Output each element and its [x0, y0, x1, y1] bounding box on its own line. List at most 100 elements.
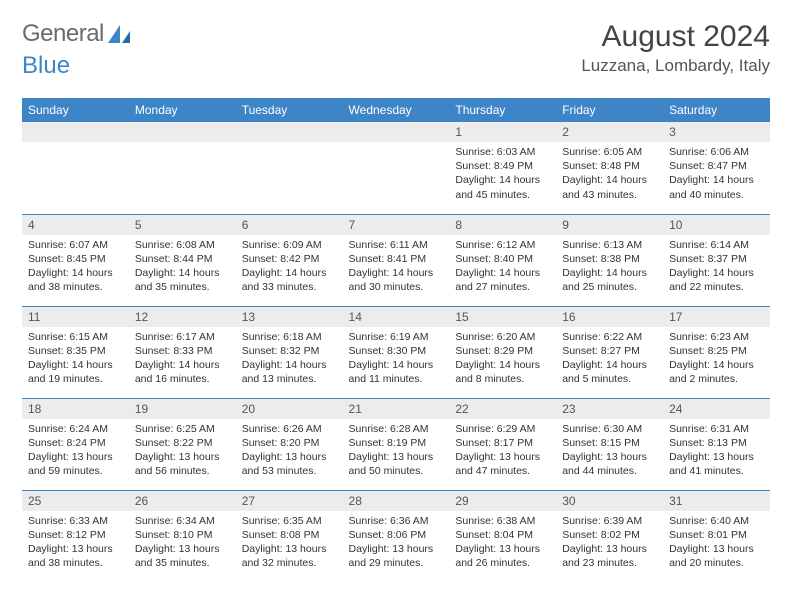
day-number: 17	[663, 307, 770, 327]
day-number: 2	[556, 122, 663, 142]
calendar-header-row: SundayMondayTuesdayWednesdayThursdayFrid…	[22, 98, 770, 122]
day-content: Sunrise: 6:23 AMSunset: 8:25 PMDaylight:…	[663, 327, 770, 391]
day-number: 24	[663, 399, 770, 419]
day-content: Sunrise: 6:31 AMSunset: 8:13 PMDaylight:…	[663, 419, 770, 483]
location-label: Luzzana, Lombardy, Italy	[581, 56, 770, 76]
calendar-page: General August 2024 Luzzana, Lombardy, I…	[0, 0, 792, 592]
day-content: Sunrise: 6:30 AMSunset: 8:15 PMDaylight:…	[556, 419, 663, 483]
day-number: 5	[129, 215, 236, 235]
calendar-day-cell: 23Sunrise: 6:30 AMSunset: 8:15 PMDayligh…	[556, 398, 663, 490]
calendar-day-cell: 18Sunrise: 6:24 AMSunset: 8:24 PMDayligh…	[22, 398, 129, 490]
day-content: Sunrise: 6:17 AMSunset: 8:33 PMDaylight:…	[129, 327, 236, 391]
day-content: Sunrise: 6:33 AMSunset: 8:12 PMDaylight:…	[22, 511, 129, 575]
day-number: 31	[663, 491, 770, 511]
day-content: Sunrise: 6:39 AMSunset: 8:02 PMDaylight:…	[556, 511, 663, 575]
day-header: Wednesday	[343, 98, 450, 122]
calendar-day-cell: 16Sunrise: 6:22 AMSunset: 8:27 PMDayligh…	[556, 306, 663, 398]
calendar-day-cell: 21Sunrise: 6:28 AMSunset: 8:19 PMDayligh…	[343, 398, 450, 490]
logo-text-1: General	[22, 20, 104, 48]
calendar-day-cell: 11Sunrise: 6:15 AMSunset: 8:35 PMDayligh…	[22, 306, 129, 398]
day-content: Sunrise: 6:11 AMSunset: 8:41 PMDaylight:…	[343, 235, 450, 299]
calendar-day-cell: 8Sunrise: 6:12 AMSunset: 8:40 PMDaylight…	[449, 214, 556, 306]
calendar-day-cell: 28Sunrise: 6:36 AMSunset: 8:06 PMDayligh…	[343, 490, 450, 582]
day-number: 25	[22, 491, 129, 511]
calendar-day-cell: 30Sunrise: 6:39 AMSunset: 8:02 PMDayligh…	[556, 490, 663, 582]
day-content: Sunrise: 6:05 AMSunset: 8:48 PMDaylight:…	[556, 142, 663, 206]
day-content: Sunrise: 6:20 AMSunset: 8:29 PMDaylight:…	[449, 327, 556, 391]
calendar-day-cell: 6Sunrise: 6:09 AMSunset: 8:42 PMDaylight…	[236, 214, 343, 306]
calendar-week-row: 1Sunrise: 6:03 AMSunset: 8:49 PMDaylight…	[22, 122, 770, 214]
logo-sail-icon	[106, 23, 132, 45]
day-number: 6	[236, 215, 343, 235]
calendar-week-row: 25Sunrise: 6:33 AMSunset: 8:12 PMDayligh…	[22, 490, 770, 582]
day-number: 20	[236, 399, 343, 419]
day-header: Monday	[129, 98, 236, 122]
day-content: Sunrise: 6:29 AMSunset: 8:17 PMDaylight:…	[449, 419, 556, 483]
day-content: Sunrise: 6:15 AMSunset: 8:35 PMDaylight:…	[22, 327, 129, 391]
calendar-day-cell	[22, 122, 129, 214]
calendar-day-cell: 24Sunrise: 6:31 AMSunset: 8:13 PMDayligh…	[663, 398, 770, 490]
day-content: Sunrise: 6:14 AMSunset: 8:37 PMDaylight:…	[663, 235, 770, 299]
calendar-day-cell: 5Sunrise: 6:08 AMSunset: 8:44 PMDaylight…	[129, 214, 236, 306]
calendar-day-cell: 13Sunrise: 6:18 AMSunset: 8:32 PMDayligh…	[236, 306, 343, 398]
calendar-day-cell: 26Sunrise: 6:34 AMSunset: 8:10 PMDayligh…	[129, 490, 236, 582]
calendar-table: SundayMondayTuesdayWednesdayThursdayFrid…	[22, 98, 770, 582]
day-header: Sunday	[22, 98, 129, 122]
calendar-day-cell: 29Sunrise: 6:38 AMSunset: 8:04 PMDayligh…	[449, 490, 556, 582]
day-content: Sunrise: 6:09 AMSunset: 8:42 PMDaylight:…	[236, 235, 343, 299]
calendar-day-cell: 19Sunrise: 6:25 AMSunset: 8:22 PMDayligh…	[129, 398, 236, 490]
calendar-day-cell: 31Sunrise: 6:40 AMSunset: 8:01 PMDayligh…	[663, 490, 770, 582]
day-number: 21	[343, 399, 450, 419]
day-number: 16	[556, 307, 663, 327]
calendar-day-cell: 2Sunrise: 6:05 AMSunset: 8:48 PMDaylight…	[556, 122, 663, 214]
day-number-empty	[22, 122, 129, 142]
day-number: 28	[343, 491, 450, 511]
day-header: Thursday	[449, 98, 556, 122]
day-number: 27	[236, 491, 343, 511]
day-content: Sunrise: 6:40 AMSunset: 8:01 PMDaylight:…	[663, 511, 770, 575]
day-number: 12	[129, 307, 236, 327]
day-content: Sunrise: 6:06 AMSunset: 8:47 PMDaylight:…	[663, 142, 770, 206]
calendar-day-cell: 9Sunrise: 6:13 AMSunset: 8:38 PMDaylight…	[556, 214, 663, 306]
calendar-week-row: 11Sunrise: 6:15 AMSunset: 8:35 PMDayligh…	[22, 306, 770, 398]
day-number: 26	[129, 491, 236, 511]
day-number: 4	[22, 215, 129, 235]
day-content: Sunrise: 6:12 AMSunset: 8:40 PMDaylight:…	[449, 235, 556, 299]
day-number: 30	[556, 491, 663, 511]
day-number: 18	[22, 399, 129, 419]
day-number: 14	[343, 307, 450, 327]
day-number-empty	[236, 122, 343, 142]
day-header: Tuesday	[236, 98, 343, 122]
day-number: 8	[449, 215, 556, 235]
calendar-day-cell: 12Sunrise: 6:17 AMSunset: 8:33 PMDayligh…	[129, 306, 236, 398]
day-content: Sunrise: 6:28 AMSunset: 8:19 PMDaylight:…	[343, 419, 450, 483]
calendar-day-cell: 7Sunrise: 6:11 AMSunset: 8:41 PMDaylight…	[343, 214, 450, 306]
day-header: Saturday	[663, 98, 770, 122]
calendar-body: 1Sunrise: 6:03 AMSunset: 8:49 PMDaylight…	[22, 122, 770, 582]
calendar-day-cell: 25Sunrise: 6:33 AMSunset: 8:12 PMDayligh…	[22, 490, 129, 582]
day-content: Sunrise: 6:35 AMSunset: 8:08 PMDaylight:…	[236, 511, 343, 575]
month-title: August 2024	[581, 20, 770, 54]
day-content: Sunrise: 6:18 AMSunset: 8:32 PMDaylight:…	[236, 327, 343, 391]
day-content: Sunrise: 6:22 AMSunset: 8:27 PMDaylight:…	[556, 327, 663, 391]
day-number: 15	[449, 307, 556, 327]
day-number: 7	[343, 215, 450, 235]
day-number: 22	[449, 399, 556, 419]
day-number: 29	[449, 491, 556, 511]
day-number: 3	[663, 122, 770, 142]
title-block: August 2024 Luzzana, Lombardy, Italy	[581, 20, 770, 76]
calendar-day-cell: 14Sunrise: 6:19 AMSunset: 8:30 PMDayligh…	[343, 306, 450, 398]
day-number: 10	[663, 215, 770, 235]
calendar-week-row: 18Sunrise: 6:24 AMSunset: 8:24 PMDayligh…	[22, 398, 770, 490]
day-content: Sunrise: 6:07 AMSunset: 8:45 PMDaylight:…	[22, 235, 129, 299]
day-number: 23	[556, 399, 663, 419]
calendar-day-cell: 17Sunrise: 6:23 AMSunset: 8:25 PMDayligh…	[663, 306, 770, 398]
logo: General	[22, 20, 132, 48]
day-content: Sunrise: 6:19 AMSunset: 8:30 PMDaylight:…	[343, 327, 450, 391]
calendar-day-cell	[343, 122, 450, 214]
calendar-day-cell	[129, 122, 236, 214]
day-number: 19	[129, 399, 236, 419]
day-number: 13	[236, 307, 343, 327]
calendar-day-cell	[236, 122, 343, 214]
day-content: Sunrise: 6:34 AMSunset: 8:10 PMDaylight:…	[129, 511, 236, 575]
